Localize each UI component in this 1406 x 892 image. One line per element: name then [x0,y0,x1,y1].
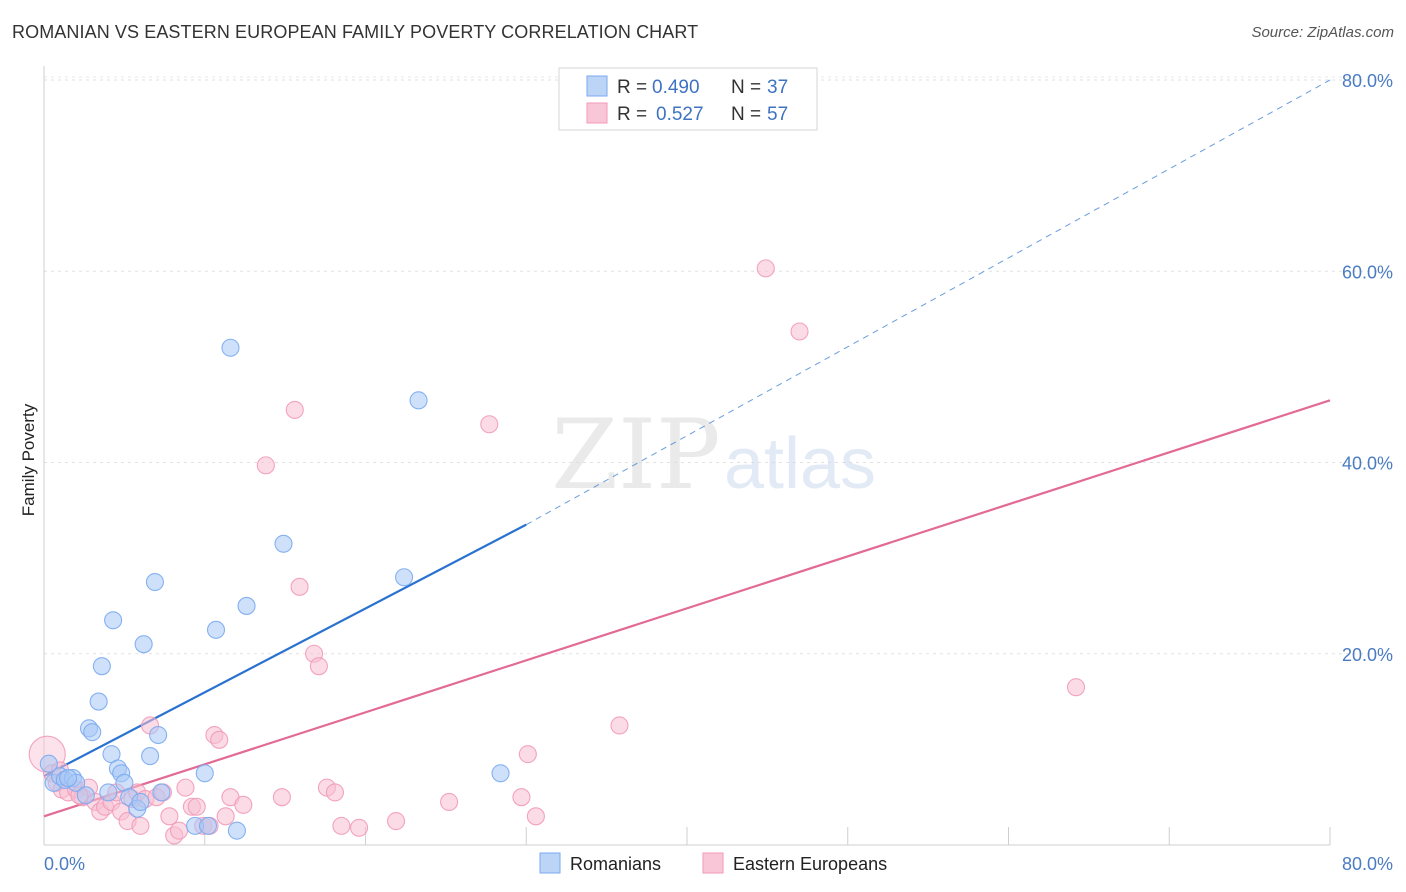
data-point-eastern-europeans [216,807,235,826]
stats-r-label: R = [617,77,647,98]
trend-lines [43,79,1331,818]
data-point-romanians [195,764,214,783]
y-tick-label: 80.0% [1342,71,1393,91]
series-legend: Romanians Eastern Europeans [539,852,887,874]
data-point-eastern-europeans [210,730,229,749]
stats-r-label: R = [617,104,647,125]
x-tick-label: 0.0% [44,854,85,874]
axes: Family Poverty [19,66,1331,846]
data-point-romanians [395,568,414,587]
data-point-eastern-europeans [325,783,345,802]
data-point-eastern-europeans [790,322,809,341]
data-point-romanians [39,754,58,773]
data-point-romanians [221,338,240,357]
data-point-eastern-europeans [160,807,179,826]
stats-r-value: 0.490 [652,77,700,98]
stats-legend-swatch [586,75,608,97]
data-point-eastern-europeans [610,716,629,735]
data-points [28,259,1086,845]
y-tick-label: 20.0% [1342,645,1393,665]
tick-labels: 20.0% 40.0% 60.0% 80.0% 0.0% 80.0% [44,71,1393,874]
y-tick-label: 60.0% [1342,262,1393,282]
grid-lines [44,76,1392,655]
y-axis-label: Family Poverty [19,403,38,516]
watermark-zip: ZIP [551,399,720,511]
data-point-romanians [152,783,171,802]
data-point-eastern-europeans [332,816,351,835]
data-point-romanians [409,391,428,410]
data-point-eastern-europeans [169,821,189,840]
trend-line-eastern-europeans [43,399,1331,818]
stats-legend: R = 0.490 N = 37 R = 0.527 N = 57 [558,67,818,131]
data-point-romanians [134,635,153,654]
stats-n-label: N = [731,77,761,98]
data-point-eastern-europeans [285,400,304,419]
data-point-romanians [76,786,95,805]
chart-title: ROMANIAN VS EASTERN EUROPEAN FAMILY POVE… [12,22,699,42]
data-point-romanians [92,657,111,676]
series-legend-label: Eastern Europeans [733,854,887,874]
data-point-eastern-europeans [518,745,537,764]
data-point-eastern-europeans [386,812,406,831]
data-point-romanians [198,816,218,835]
data-point-eastern-europeans [350,818,369,837]
data-point-eastern-europeans [131,816,150,835]
chart-source: Source: ZipAtlas.com [1251,24,1394,41]
data-point-romanians [237,596,256,615]
data-point-eastern-europeans [480,415,499,434]
data-point-romanians [83,723,102,742]
data-point-romanians [59,769,78,788]
y-tick-label: 40.0% [1342,454,1393,474]
data-point-eastern-europeans [234,795,253,814]
data-point-romanians [104,611,123,630]
watermark-atlas: atlas [724,424,876,504]
data-point-eastern-europeans [272,788,291,807]
data-point-romanians [149,725,168,745]
stats-legend-swatch [586,102,608,124]
data-point-romanians [89,692,108,711]
data-point-romanians [274,534,293,553]
data-point-eastern-europeans [290,577,309,596]
stats-n-value: 37 [767,77,788,98]
trend-line-extension [526,79,1331,526]
series-legend-swatch [539,852,561,874]
data-point-eastern-europeans [526,807,545,826]
series-legend-swatch [702,852,724,874]
data-point-eastern-europeans [512,788,531,807]
data-point-romanians [99,783,118,802]
data-point-romanians [227,821,246,840]
data-point-romanians [206,620,226,639]
watermark: ZIP atlas [551,399,876,511]
data-point-eastern-europeans [187,797,206,816]
data-point-eastern-europeans [1066,678,1086,697]
data-point-romanians [131,792,150,812]
x-tick-label: 80.0% [1342,854,1393,874]
trend-line-romanians [43,523,527,778]
data-point-romanians [141,747,160,766]
data-point-romanians [145,572,164,592]
data-point-eastern-europeans [309,657,328,676]
data-point-romanians [491,764,510,783]
data-point-eastern-europeans [440,792,459,812]
stats-r-value: 0.527 [656,104,704,125]
data-point-eastern-europeans [256,456,275,475]
data-point-eastern-europeans [756,259,775,278]
series-legend-label: Romanians [570,854,661,874]
data-point-eastern-europeans [176,778,195,797]
stats-n-label: N = [731,104,761,125]
stats-n-value: 57 [767,104,788,125]
